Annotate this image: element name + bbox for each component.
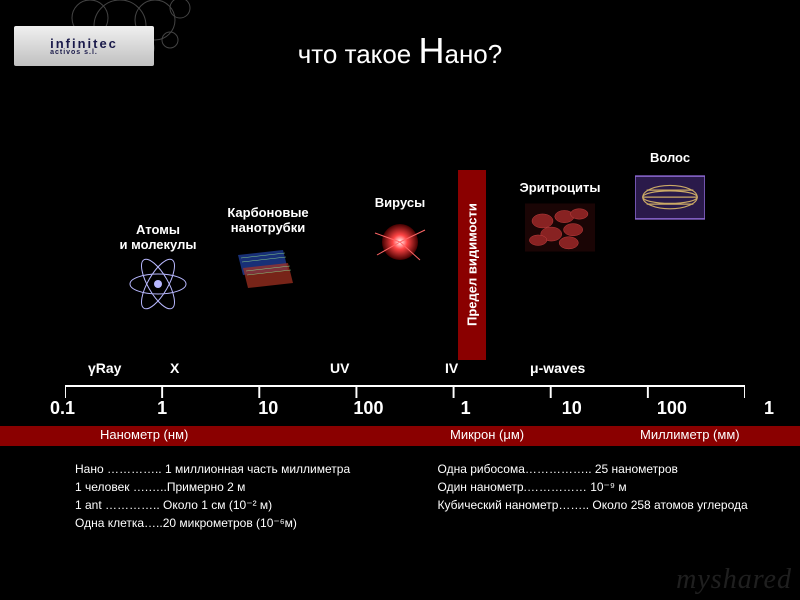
- fact-line: 1 человек ….…..Примерно 2 м: [75, 478, 398, 496]
- facts-left-col: Нано ………….. 1 миллионная часть миллиметр…: [75, 460, 398, 532]
- scale-item-rbc: Эритроциты: [510, 180, 610, 255]
- item-label: Вирусы: [350, 195, 450, 210]
- unit-bar: Нанометр (нм) Микрон (μм) Миллиметр (мм): [0, 426, 800, 446]
- wave-label: X: [170, 360, 179, 376]
- fact-line: Нано ………….. 1 миллионная часть миллиметр…: [75, 460, 398, 478]
- scale-item-viruses: Вирусы: [350, 195, 450, 270]
- wave-label: μ-waves: [530, 360, 585, 376]
- facts-right-col: Одна рибосома…………….. 25 нанометровОдин н…: [438, 460, 761, 532]
- scale-number: 10: [258, 398, 278, 419]
- visibility-limit-bar: Предел видимости: [458, 170, 486, 360]
- hair-icon: [635, 170, 705, 225]
- item-label: Эритроциты: [510, 180, 610, 195]
- viruses-icon: [365, 215, 435, 270]
- scale-numbers-row: 0.11101001101001: [52, 398, 760, 422]
- rbc-icon: [525, 200, 595, 255]
- title-pre: что такое: [298, 39, 419, 69]
- scale-number: 100: [353, 398, 383, 419]
- fact-line: Одна клетка…..20 микрометров (10⁻⁶м): [75, 514, 398, 532]
- scale-number: 1: [461, 398, 471, 419]
- scale-number: 1: [764, 398, 774, 419]
- fact-line: 1 ant ………….. Около 1 см (10⁻² м): [75, 496, 398, 514]
- unit-label: Нанометр (нм): [100, 427, 188, 442]
- unit-label: Миллиметр (мм): [640, 427, 740, 442]
- scale-item-nanotubes: Карбоновыенанотрубки: [218, 205, 318, 295]
- watermark: myshared: [676, 564, 792, 596]
- nanotubes-icon: [233, 240, 303, 295]
- scale-item-atoms: Атомыи молекулы: [108, 222, 208, 312]
- title-post: ано?: [444, 39, 502, 69]
- scale-number: 100: [657, 398, 687, 419]
- title-big: Н: [418, 30, 444, 71]
- page-title: что такое Нано?: [0, 30, 800, 72]
- atoms-icon: [123, 257, 193, 312]
- item-label: Атомыи молекулы: [108, 222, 208, 252]
- unit-label: Микрон (μм): [450, 427, 524, 442]
- scale-number: 1: [157, 398, 167, 419]
- fact-line: Кубический нанометр…….. Около 258 атомов…: [438, 496, 761, 514]
- scale-number: 0.1: [50, 398, 75, 419]
- item-label: Волос: [620, 150, 720, 165]
- visibility-label: Предел видимости: [465, 204, 480, 327]
- scale-number: 10: [562, 398, 582, 419]
- wave-label: UV: [330, 360, 349, 376]
- facts-block: Нано ………….. 1 миллионная часть миллиметр…: [75, 460, 760, 532]
- wave-label: γRay: [88, 360, 121, 376]
- item-label: Карбоновыенанотрубки: [218, 205, 318, 235]
- wave-label: IV: [445, 360, 458, 376]
- scale-item-hair: Волос: [620, 150, 720, 225]
- scale-ticks: [65, 384, 745, 398]
- wave-band-row: γRay X UV IV μ-waves: [60, 360, 750, 380]
- fact-line: Одна рибосома…………….. 25 нанометров: [438, 460, 761, 478]
- fact-line: Один нанометр.…………… 10⁻⁹ м: [438, 478, 761, 496]
